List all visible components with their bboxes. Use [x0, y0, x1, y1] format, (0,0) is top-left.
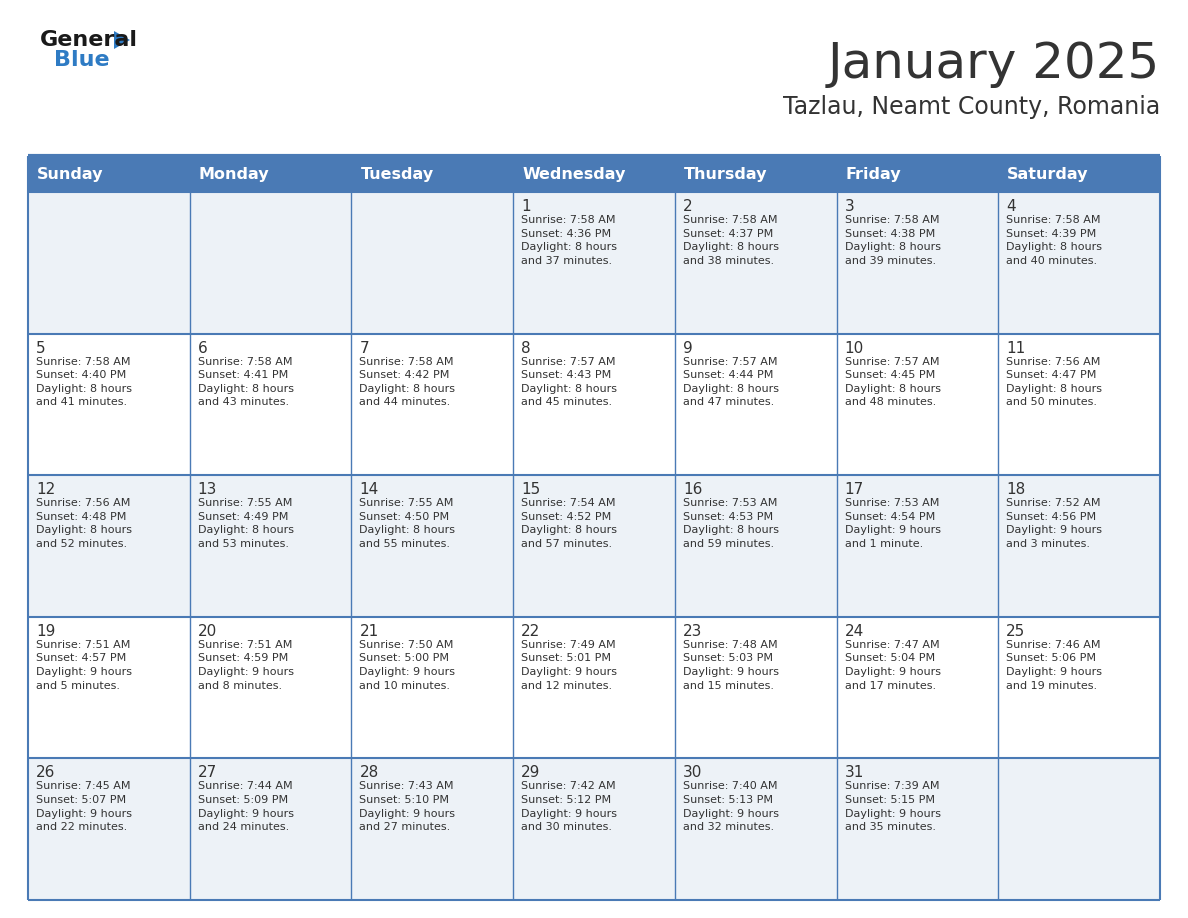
Text: Sunrise: 7:39 AM
Sunset: 5:15 PM
Daylight: 9 hours
and 35 minutes.: Sunrise: 7:39 AM Sunset: 5:15 PM Dayligh…: [845, 781, 941, 833]
Text: 30: 30: [683, 766, 702, 780]
Text: 2: 2: [683, 199, 693, 214]
Text: 6: 6: [197, 341, 208, 355]
Text: Saturday: Saturday: [1007, 166, 1088, 182]
Text: Sunrise: 7:54 AM
Sunset: 4:52 PM
Daylight: 8 hours
and 57 minutes.: Sunrise: 7:54 AM Sunset: 4:52 PM Dayligh…: [522, 498, 617, 549]
Text: 15: 15: [522, 482, 541, 498]
Text: 14: 14: [360, 482, 379, 498]
Polygon shape: [114, 31, 129, 49]
Text: Sunrise: 7:45 AM
Sunset: 5:07 PM
Daylight: 9 hours
and 22 minutes.: Sunrise: 7:45 AM Sunset: 5:07 PM Dayligh…: [36, 781, 132, 833]
Text: Sunrise: 7:58 AM
Sunset: 4:36 PM
Daylight: 8 hours
and 37 minutes.: Sunrise: 7:58 AM Sunset: 4:36 PM Dayligh…: [522, 215, 617, 266]
Text: Sunrise: 7:58 AM
Sunset: 4:37 PM
Daylight: 8 hours
and 38 minutes.: Sunrise: 7:58 AM Sunset: 4:37 PM Dayligh…: [683, 215, 779, 266]
Text: Sunrise: 7:43 AM
Sunset: 5:10 PM
Daylight: 9 hours
and 27 minutes.: Sunrise: 7:43 AM Sunset: 5:10 PM Dayligh…: [360, 781, 455, 833]
Text: Sunrise: 7:52 AM
Sunset: 4:56 PM
Daylight: 9 hours
and 3 minutes.: Sunrise: 7:52 AM Sunset: 4:56 PM Dayligh…: [1006, 498, 1102, 549]
Text: Sunrise: 7:56 AM
Sunset: 4:48 PM
Daylight: 8 hours
and 52 minutes.: Sunrise: 7:56 AM Sunset: 4:48 PM Dayligh…: [36, 498, 132, 549]
Text: 26: 26: [36, 766, 56, 780]
Text: Sunrise: 7:46 AM
Sunset: 5:06 PM
Daylight: 9 hours
and 19 minutes.: Sunrise: 7:46 AM Sunset: 5:06 PM Dayligh…: [1006, 640, 1102, 690]
Bar: [29, 617, 1159, 758]
Text: 16: 16: [683, 482, 702, 498]
Text: Tazlau, Neamt County, Romania: Tazlau, Neamt County, Romania: [783, 95, 1159, 119]
Text: Sunday: Sunday: [37, 166, 103, 182]
Text: Sunrise: 7:58 AM
Sunset: 4:41 PM
Daylight: 8 hours
and 43 minutes.: Sunrise: 7:58 AM Sunset: 4:41 PM Dayligh…: [197, 356, 293, 408]
Text: 1: 1: [522, 199, 531, 214]
Text: Wednesday: Wednesday: [523, 166, 626, 182]
Text: 25: 25: [1006, 624, 1025, 639]
Text: Sunrise: 7:57 AM
Sunset: 4:43 PM
Daylight: 8 hours
and 45 minutes.: Sunrise: 7:57 AM Sunset: 4:43 PM Dayligh…: [522, 356, 617, 408]
Text: Sunrise: 7:57 AM
Sunset: 4:44 PM
Daylight: 8 hours
and 47 minutes.: Sunrise: 7:57 AM Sunset: 4:44 PM Dayligh…: [683, 356, 779, 408]
Text: 13: 13: [197, 482, 217, 498]
Text: 18: 18: [1006, 482, 1025, 498]
Text: Sunrise: 7:58 AM
Sunset: 4:39 PM
Daylight: 8 hours
and 40 minutes.: Sunrise: 7:58 AM Sunset: 4:39 PM Dayligh…: [1006, 215, 1102, 266]
Text: 10: 10: [845, 341, 864, 355]
Text: Sunrise: 7:51 AM
Sunset: 4:59 PM
Daylight: 9 hours
and 8 minutes.: Sunrise: 7:51 AM Sunset: 4:59 PM Dayligh…: [197, 640, 293, 690]
Text: Sunrise: 7:55 AM
Sunset: 4:50 PM
Daylight: 8 hours
and 55 minutes.: Sunrise: 7:55 AM Sunset: 4:50 PM Dayligh…: [360, 498, 455, 549]
Text: 11: 11: [1006, 341, 1025, 355]
Text: 8: 8: [522, 341, 531, 355]
Text: 27: 27: [197, 766, 217, 780]
Text: 19: 19: [36, 624, 56, 639]
Text: Sunrise: 7:58 AM
Sunset: 4:42 PM
Daylight: 8 hours
and 44 minutes.: Sunrise: 7:58 AM Sunset: 4:42 PM Dayligh…: [360, 356, 455, 408]
Bar: [29, 333, 1159, 476]
Text: Sunrise: 7:55 AM
Sunset: 4:49 PM
Daylight: 8 hours
and 53 minutes.: Sunrise: 7:55 AM Sunset: 4:49 PM Dayligh…: [197, 498, 293, 549]
Text: Sunrise: 7:50 AM
Sunset: 5:00 PM
Daylight: 9 hours
and 10 minutes.: Sunrise: 7:50 AM Sunset: 5:00 PM Dayligh…: [360, 640, 455, 690]
Text: Sunrise: 7:56 AM
Sunset: 4:47 PM
Daylight: 8 hours
and 50 minutes.: Sunrise: 7:56 AM Sunset: 4:47 PM Dayligh…: [1006, 356, 1102, 408]
Text: 5: 5: [36, 341, 45, 355]
Text: Thursday: Thursday: [684, 166, 767, 182]
Text: Sunrise: 7:48 AM
Sunset: 5:03 PM
Daylight: 9 hours
and 15 minutes.: Sunrise: 7:48 AM Sunset: 5:03 PM Dayligh…: [683, 640, 779, 690]
Text: 22: 22: [522, 624, 541, 639]
Text: Sunrise: 7:51 AM
Sunset: 4:57 PM
Daylight: 9 hours
and 5 minutes.: Sunrise: 7:51 AM Sunset: 4:57 PM Dayligh…: [36, 640, 132, 690]
Text: Tuesday: Tuesday: [360, 166, 434, 182]
Bar: [29, 476, 1159, 617]
Text: 12: 12: [36, 482, 56, 498]
Text: 7: 7: [360, 341, 369, 355]
Text: 24: 24: [845, 624, 864, 639]
Text: Sunrise: 7:44 AM
Sunset: 5:09 PM
Daylight: 9 hours
and 24 minutes.: Sunrise: 7:44 AM Sunset: 5:09 PM Dayligh…: [197, 781, 293, 833]
Text: Sunrise: 7:53 AM
Sunset: 4:54 PM
Daylight: 9 hours
and 1 minute.: Sunrise: 7:53 AM Sunset: 4:54 PM Dayligh…: [845, 498, 941, 549]
Text: Monday: Monday: [198, 166, 270, 182]
Text: 23: 23: [683, 624, 702, 639]
Text: 29: 29: [522, 766, 541, 780]
Text: Sunrise: 7:47 AM
Sunset: 5:04 PM
Daylight: 9 hours
and 17 minutes.: Sunrise: 7:47 AM Sunset: 5:04 PM Dayligh…: [845, 640, 941, 690]
Text: 9: 9: [683, 341, 693, 355]
Text: Blue: Blue: [53, 50, 109, 70]
Text: 3: 3: [845, 199, 854, 214]
Text: Sunrise: 7:40 AM
Sunset: 5:13 PM
Daylight: 9 hours
and 32 minutes.: Sunrise: 7:40 AM Sunset: 5:13 PM Dayligh…: [683, 781, 779, 833]
Text: 21: 21: [360, 624, 379, 639]
Text: January 2025: January 2025: [828, 40, 1159, 88]
Text: Sunrise: 7:58 AM
Sunset: 4:40 PM
Daylight: 8 hours
and 41 minutes.: Sunrise: 7:58 AM Sunset: 4:40 PM Dayligh…: [36, 356, 132, 408]
Text: 31: 31: [845, 766, 864, 780]
Text: Sunrise: 7:49 AM
Sunset: 5:01 PM
Daylight: 9 hours
and 12 minutes.: Sunrise: 7:49 AM Sunset: 5:01 PM Dayligh…: [522, 640, 617, 690]
Text: Sunrise: 7:58 AM
Sunset: 4:38 PM
Daylight: 8 hours
and 39 minutes.: Sunrise: 7:58 AM Sunset: 4:38 PM Dayligh…: [845, 215, 941, 266]
Text: 17: 17: [845, 482, 864, 498]
Text: 20: 20: [197, 624, 217, 639]
Text: Sunrise: 7:57 AM
Sunset: 4:45 PM
Daylight: 8 hours
and 48 minutes.: Sunrise: 7:57 AM Sunset: 4:45 PM Dayligh…: [845, 356, 941, 408]
Bar: [29, 192, 1159, 333]
Text: Friday: Friday: [846, 166, 902, 182]
Text: Sunrise: 7:53 AM
Sunset: 4:53 PM
Daylight: 8 hours
and 59 minutes.: Sunrise: 7:53 AM Sunset: 4:53 PM Dayligh…: [683, 498, 779, 549]
Text: 28: 28: [360, 766, 379, 780]
Bar: [29, 758, 1159, 900]
Text: 4: 4: [1006, 199, 1016, 214]
Text: General: General: [40, 30, 138, 50]
Bar: [29, 156, 1159, 192]
Text: Sunrise: 7:42 AM
Sunset: 5:12 PM
Daylight: 9 hours
and 30 minutes.: Sunrise: 7:42 AM Sunset: 5:12 PM Dayligh…: [522, 781, 617, 833]
